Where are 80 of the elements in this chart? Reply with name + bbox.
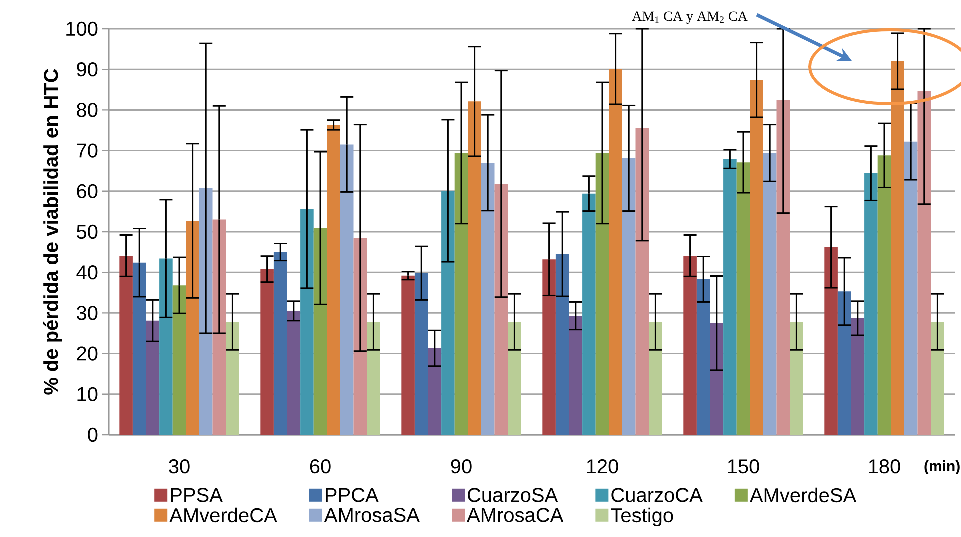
bar: [120, 256, 133, 435]
bar: [186, 221, 200, 435]
bar: [508, 322, 522, 435]
bar: [468, 102, 482, 435]
bar: [878, 156, 892, 435]
bar: [684, 256, 697, 435]
y-tick-label: 40: [76, 266, 98, 280]
bar: [918, 91, 932, 435]
x-tick-label: 30: [169, 460, 190, 474]
legend-label: Testigo: [611, 508, 674, 527]
bar: [710, 323, 724, 435]
bar: [146, 320, 160, 435]
bar: [454, 153, 468, 435]
bar: [340, 144, 354, 435]
x-tick-label: 150: [728, 460, 760, 474]
bar: [763, 153, 777, 435]
bar: [696, 279, 710, 435]
bar: [556, 254, 570, 435]
y-tick-label: 80: [77, 103, 98, 118]
bar: [622, 158, 636, 435]
bar: [481, 162, 495, 435]
legend-label: AMverdeCA: [170, 508, 278, 523]
bar: [226, 322, 240, 435]
y-tick-label: 20: [77, 346, 98, 361]
x-tick-label: 180: [869, 460, 900, 474]
bar: [864, 174, 878, 435]
text: AM$_{1}$ CA y AM$_{2}$ CA: [632, 12, 748, 24]
legend-label: AMrosaSA: [324, 508, 420, 522]
bar: [367, 322, 380, 435]
bar: [414, 273, 428, 435]
y-tick-label: 90: [77, 62, 98, 77]
bar: [790, 322, 804, 435]
bar: [609, 69, 622, 435]
bar: [327, 125, 340, 435]
bar: [569, 316, 583, 435]
bar: [172, 286, 186, 435]
bar: [160, 258, 173, 435]
legend-label: AMverdeSA: [750, 488, 857, 503]
bar: [274, 252, 288, 435]
x-axis-title: (min): [924, 460, 960, 474]
bar: [649, 322, 662, 435]
bar: [428, 348, 442, 435]
x-tick-label: 120: [587, 460, 618, 474]
legend-label: AMrosaCA: [467, 508, 564, 522]
y-tick-label: 60: [77, 184, 98, 198]
bar: [442, 190, 455, 435]
legend-label: CuarzoSA: [468, 488, 558, 502]
bar: [724, 159, 737, 435]
bar: [904, 142, 918, 435]
bar: [542, 260, 556, 435]
bar: [776, 100, 790, 435]
bar: [636, 128, 650, 435]
bar: [260, 269, 274, 435]
bar: [891, 61, 904, 435]
y-tick-label: 0: [88, 428, 98, 442]
bar: [838, 292, 852, 435]
y-tick-label: 10: [78, 387, 98, 402]
legend-label: PPCA: [326, 488, 379, 502]
bar: [824, 247, 838, 435]
bar: [314, 228, 328, 435]
bar: [300, 209, 314, 435]
bar: [132, 262, 146, 435]
x-tick-label: 90: [451, 460, 472, 474]
bar: [851, 318, 865, 435]
bar: [750, 80, 764, 435]
bar: [287, 311, 301, 435]
y-tick-label: 100: [66, 22, 98, 36]
bar: [402, 276, 415, 435]
y-axis-title: % de pérdida de viabilidad en HTC: [43, 69, 62, 395]
y-tick-label: 30: [76, 306, 98, 320]
bar: [582, 194, 596, 435]
bar: [736, 162, 750, 435]
legend-label: PPSA: [171, 488, 223, 502]
bar: [596, 153, 610, 435]
bar: [931, 322, 944, 435]
x-tick-label: 60: [310, 460, 331, 474]
bar: [494, 184, 508, 435]
legend-label: CuarzoCA: [612, 488, 703, 502]
y-tick-label: 70: [77, 144, 98, 158]
y-tick-label: 50: [77, 224, 98, 240]
